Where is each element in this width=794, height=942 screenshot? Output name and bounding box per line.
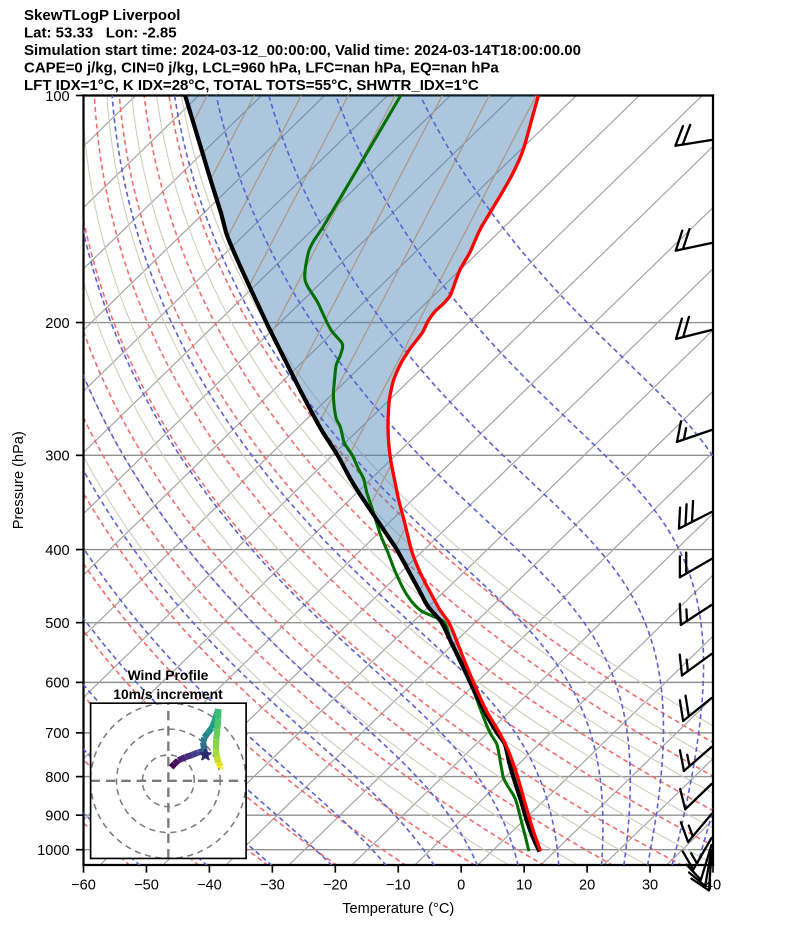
svg-text:700: 700 (45, 726, 69, 742)
svg-text:400: 400 (45, 543, 69, 559)
svg-text:LFT IDX=1°C, K IDX=28°C, TOTAL: LFT IDX=1°C, K IDX=28°C, TOTAL TOTS=55°C… (24, 77, 479, 94)
svg-text:500: 500 (45, 616, 69, 632)
svg-text:600: 600 (45, 676, 69, 692)
svg-text:−40: −40 (197, 877, 222, 893)
svg-text:Pressure (hPa): Pressure (hPa) (11, 431, 27, 529)
svg-text:1000: 1000 (37, 843, 69, 859)
svg-text:20: 20 (579, 877, 595, 893)
svg-text:300: 300 (45, 449, 69, 465)
svg-text:−50: −50 (134, 877, 159, 893)
svg-text:Simulation start time: 2024-03: Simulation start time: 2024-03-12_00:00:… (24, 42, 581, 59)
svg-text:Temperature (°C): Temperature (°C) (342, 901, 454, 917)
svg-text:100: 100 (45, 89, 69, 105)
svg-text:10: 10 (516, 877, 532, 893)
svg-text:−10: −10 (386, 877, 411, 893)
svg-text:10m/s increment: 10m/s increment (113, 686, 223, 702)
svg-text:30: 30 (642, 877, 658, 893)
svg-text:200: 200 (45, 316, 69, 332)
svg-text:CAPE=0 j/kg, CIN=0 j/kg, LCL=9: CAPE=0 j/kg, CIN=0 j/kg, LCL=960 hPa, LF… (24, 59, 499, 76)
svg-text:900: 900 (45, 808, 69, 824)
svg-text:SkewTLogP Liverpool: SkewTLogP Liverpool (24, 7, 180, 24)
svg-text:800: 800 (45, 770, 69, 786)
svg-text:Lat: 53.33 Lon: -2.85: Lat: 53.33 Lon: -2.85 (24, 24, 177, 41)
svg-text:−20: −20 (323, 877, 348, 893)
svg-text:−60: −60 (71, 877, 96, 893)
svg-text:−30: −30 (260, 877, 285, 893)
svg-text:Wind Profile: Wind Profile (128, 667, 209, 683)
svg-text:0: 0 (457, 877, 465, 893)
